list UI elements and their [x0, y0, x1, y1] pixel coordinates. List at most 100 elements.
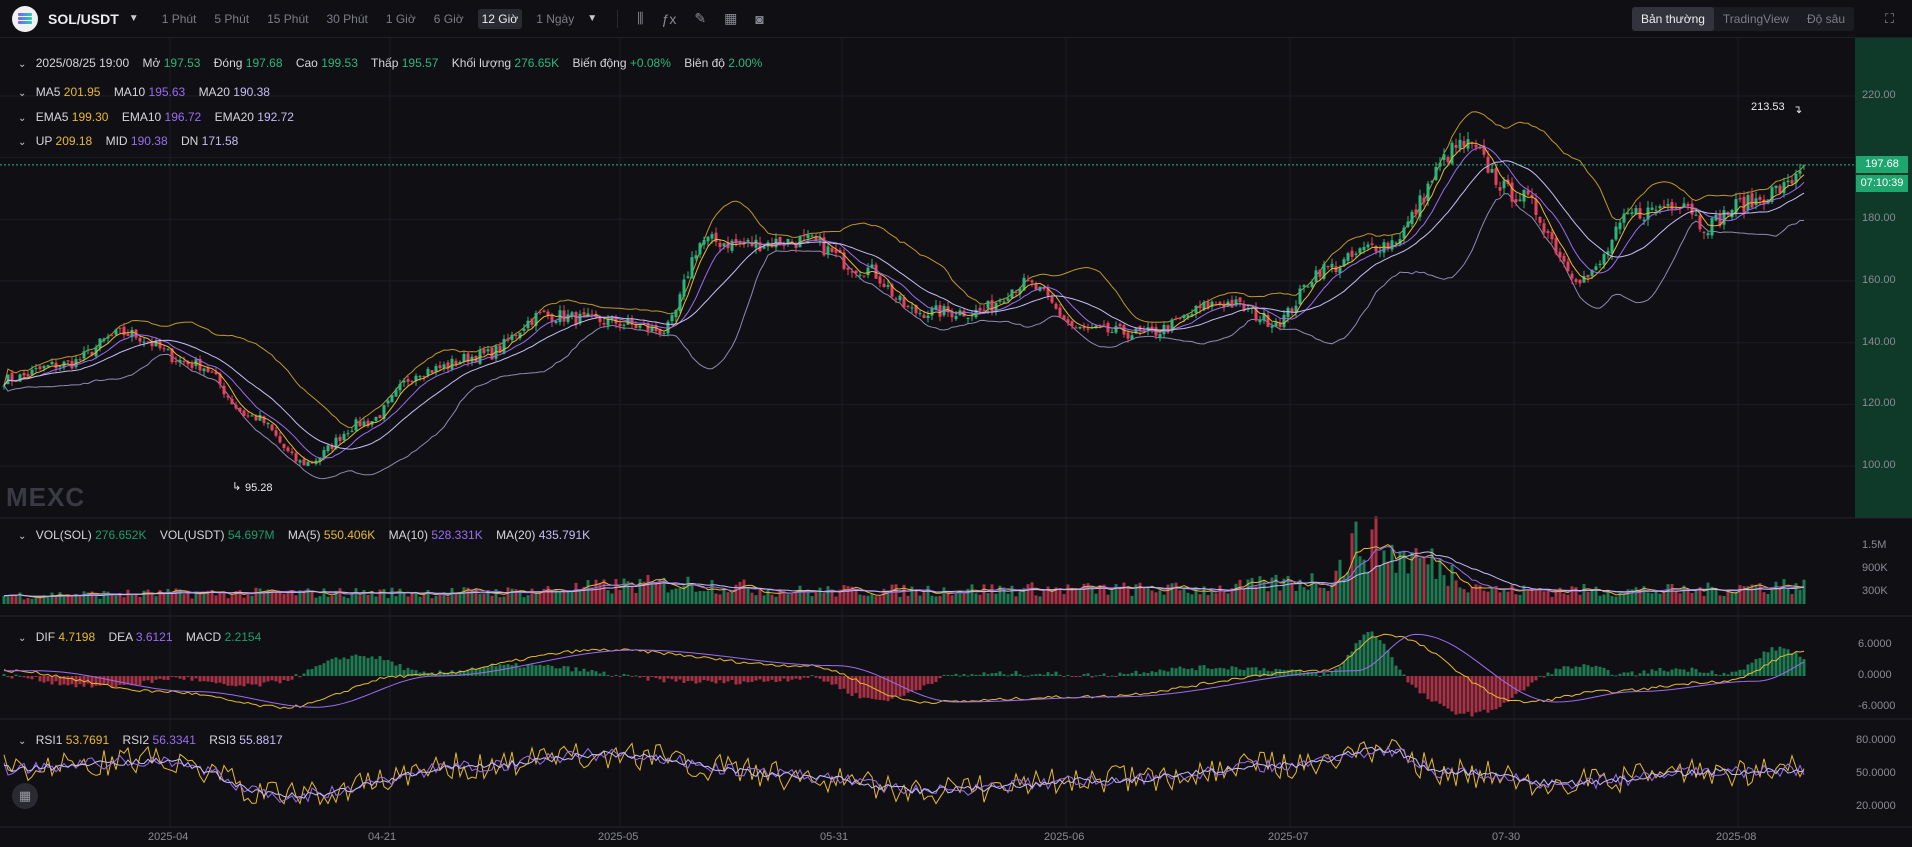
macd-histogram-bar — [146, 676, 150, 681]
interval-dropdown-icon[interactable]: ▼ — [587, 13, 598, 24]
candle-type-icon[interactable]: ⫼ — [637, 10, 644, 26]
macd-histogram-bar — [866, 676, 870, 698]
volume-bar — [910, 586, 914, 604]
layout-icon[interactable]: ▦ — [724, 10, 738, 26]
collapse-chevron-icon[interactable]: ⌄ — [18, 59, 27, 70]
candle-body — [1322, 263, 1326, 279]
volume-bar — [398, 588, 402, 604]
macd-histogram-bar — [1082, 674, 1086, 676]
macd-histogram-bar — [210, 676, 214, 683]
volume-bar — [762, 595, 766, 604]
volume-bar — [58, 592, 62, 604]
candle-body — [1786, 180, 1790, 183]
volume-bar — [902, 584, 906, 604]
volume-bar — [1510, 584, 1514, 604]
candle-body — [86, 349, 90, 351]
candle-body — [1186, 315, 1190, 318]
collapse-chevron-icon[interactable]: ⌄ — [18, 633, 27, 644]
macd-histogram-bar — [362, 656, 366, 676]
camera-icon[interactable]: ◙ — [755, 10, 764, 27]
volume-bar — [462, 587, 466, 604]
macd-histogram-bar — [1530, 676, 1534, 683]
macd-histogram-bar — [514, 663, 518, 676]
view-tradingview[interactable]: TradingView — [1722, 12, 1789, 26]
calendar-icon[interactable]: ▦ — [12, 783, 38, 809]
volume-bar — [1658, 593, 1662, 604]
ema5-value: 199.30 — [71, 110, 109, 124]
macd-histogram-bar — [506, 664, 510, 676]
volume-bar — [434, 596, 438, 604]
interval-1m[interactable]: 1 Phút — [161, 11, 197, 26]
interval-12h[interactable]: 12 Giờ — [477, 8, 523, 29]
macd-histogram-bar — [1590, 667, 1594, 676]
kline-chart[interactable] — [0, 38, 1912, 847]
volume-bar — [1290, 582, 1294, 604]
volume-bar — [1082, 583, 1086, 604]
interval-5m[interactable]: 5 Phút — [214, 11, 250, 26]
candle-body — [1306, 286, 1310, 288]
interval-1h[interactable]: 1 Giờ — [385, 11, 416, 26]
symbol-dropdown-icon[interactable]: ▼ — [128, 13, 139, 24]
candle-body — [322, 450, 326, 458]
collapse-chevron-icon[interactable]: ⌄ — [18, 736, 27, 747]
candle-body — [1274, 322, 1278, 327]
fullscreen-icon[interactable]: ⛶ — [1884, 11, 1894, 26]
volume-bar — [42, 595, 46, 604]
macd-histogram-bar — [562, 666, 566, 676]
symbol-name[interactable]: SOL/USDT — [48, 10, 119, 27]
interval-30m[interactable]: 30 Phút — [326, 11, 368, 26]
volume-bar — [1094, 593, 1098, 604]
candle-body — [1394, 242, 1398, 244]
macd-histogram-bar — [1402, 674, 1406, 676]
collapse-chevron-icon[interactable]: ⌄ — [18, 113, 27, 124]
candle-body — [1490, 169, 1494, 173]
volume-bar — [1274, 574, 1278, 604]
collapse-chevron-icon[interactable]: ⌄ — [18, 531, 27, 542]
candle-body — [510, 334, 514, 341]
macd-histogram-bar — [806, 676, 810, 678]
volume-bar — [142, 590, 146, 604]
candle-body — [1790, 180, 1794, 184]
volume-bar — [330, 595, 334, 604]
volume-bar — [1614, 596, 1618, 604]
interval-1d[interactable]: 1 Ngày — [536, 11, 575, 26]
candle-body — [262, 416, 266, 423]
interval-15m[interactable]: 15 Phút — [267, 11, 309, 26]
view-depth[interactable]: Độ sâu — [1806, 12, 1845, 26]
candle-body — [502, 338, 506, 354]
macd-histogram-bar — [1482, 676, 1486, 710]
candle-body — [302, 459, 306, 466]
view-switcher: Bản thường TradingView Độ sâu — [1631, 7, 1854, 31]
candle-body — [1290, 308, 1294, 313]
volume-bar — [1494, 585, 1498, 604]
collapse-chevron-icon[interactable]: ⌄ — [18, 88, 27, 99]
candle-body — [866, 267, 870, 276]
volume-bar — [1482, 590, 1486, 604]
interval-6h[interactable]: 6 Giờ — [433, 11, 464, 26]
candle-body — [238, 407, 242, 412]
macd-histogram-bar — [118, 676, 122, 685]
volume-bar — [266, 589, 270, 604]
macd-histogram-bar — [262, 676, 266, 683]
macd-histogram-bar — [394, 665, 398, 676]
volume-bar — [1218, 585, 1222, 604]
volume-bar — [38, 596, 42, 604]
volume-bar — [1602, 594, 1606, 604]
candle-body — [858, 274, 862, 276]
vol-ma20-label: MA(20) — [496, 528, 536, 542]
macd-histogram-bar — [706, 676, 710, 681]
macd-histogram-bar — [1230, 666, 1234, 676]
indicator-icon[interactable]: ƒx — [661, 10, 677, 27]
candle-body — [914, 305, 918, 314]
volume-bar — [742, 579, 746, 604]
collapse-chevron-icon[interactable]: ⌄ — [18, 137, 27, 148]
candle-body — [1710, 217, 1714, 236]
view-basic[interactable]: Bản thường — [1631, 7, 1714, 31]
dif-label: DIF — [35, 630, 56, 644]
candle-body — [1750, 193, 1754, 208]
draw-icon[interactable]: ✎ — [694, 10, 707, 26]
candle-body — [734, 239, 738, 244]
volume-bar — [1590, 589, 1594, 604]
volume-bar — [1462, 589, 1466, 604]
macd-histogram-bar — [258, 676, 262, 687]
